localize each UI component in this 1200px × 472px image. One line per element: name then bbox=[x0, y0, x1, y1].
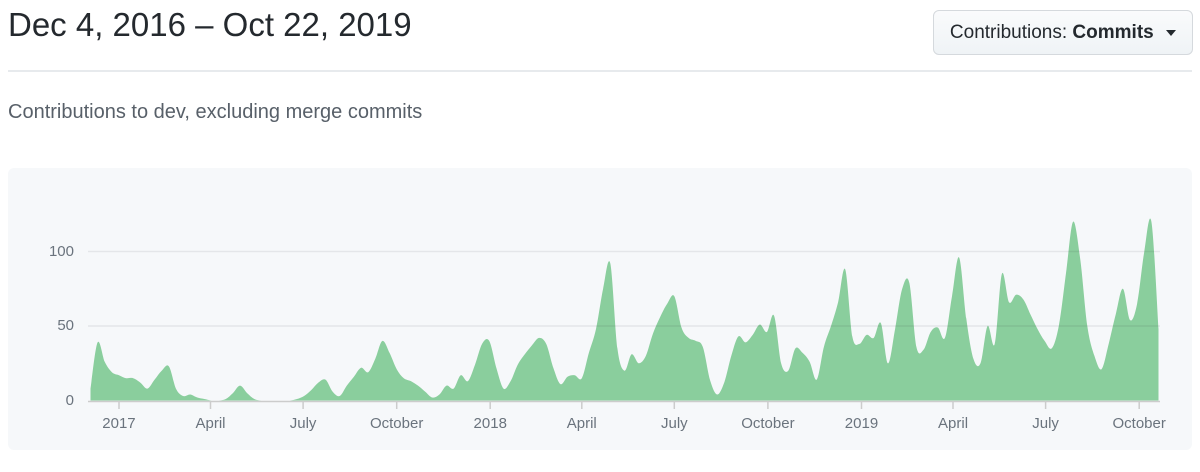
caret-down-icon bbox=[1166, 30, 1176, 36]
chart-card: 0 50 100 2017 April July October 2018 April July O… bbox=[8, 168, 1192, 450]
commits-area-series[interactable] bbox=[90, 218, 1159, 401]
page-title: Dec 4, 2016 – Oct 22, 2019 bbox=[8, 6, 412, 43]
contributions-area-chart[interactable] bbox=[8, 168, 1192, 450]
header-divider bbox=[8, 70, 1192, 72]
filter-button-selected-value: Commits bbox=[1072, 22, 1154, 43]
contributions-filter-button[interactable]: Contributions: Commits bbox=[932, 10, 1193, 55]
filter-button-prefix: Contributions: bbox=[949, 22, 1068, 43]
chart-subtitle: Contributions to dev, excluding merge co… bbox=[8, 101, 423, 123]
